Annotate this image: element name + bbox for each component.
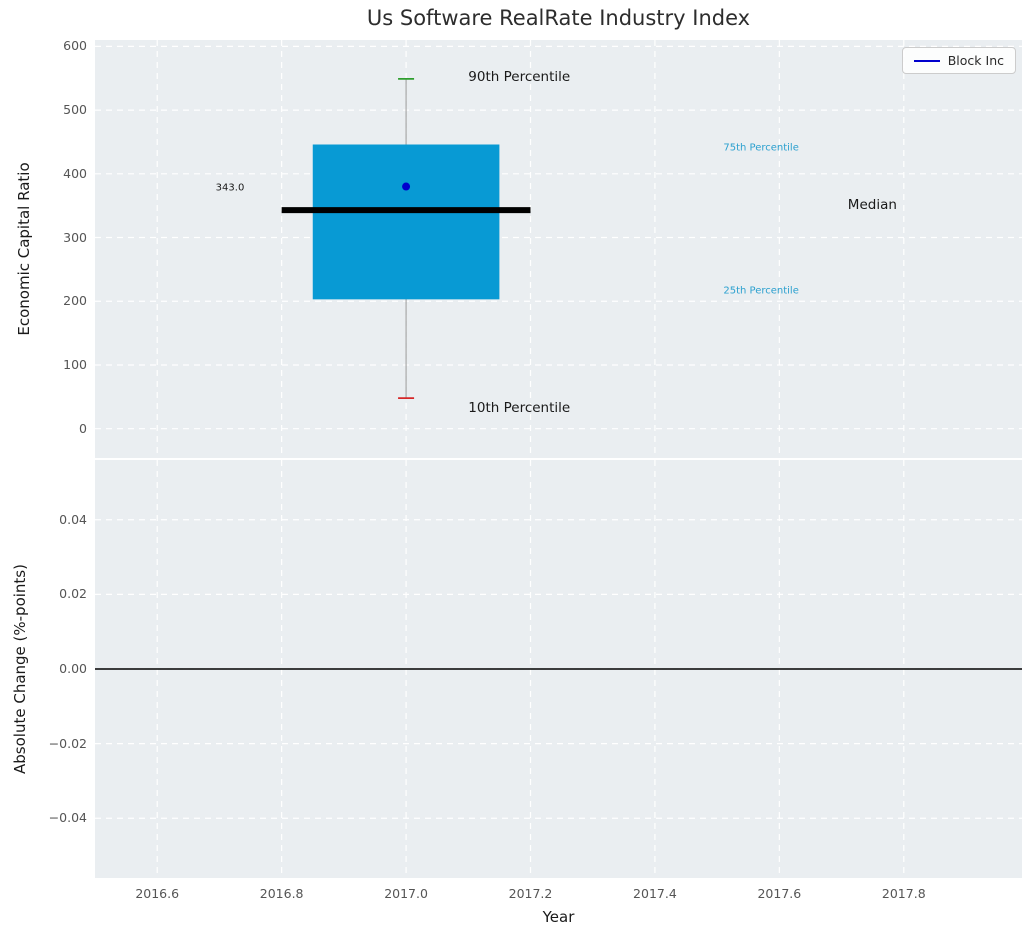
annotation-25th-percentile: 25th Percentile bbox=[723, 285, 799, 297]
x-tick-label: 2016.6 bbox=[135, 886, 180, 901]
y-tick-label: 0 bbox=[79, 420, 87, 436]
y-axis-label-top: Economic Capital Ratio bbox=[15, 162, 33, 336]
iqr-box bbox=[312, 144, 500, 300]
y-tick-label: 600 bbox=[63, 38, 87, 54]
annotation-10th-percentile: 10th Percentile bbox=[468, 399, 571, 416]
annotation-median: Median bbox=[847, 197, 897, 214]
top-axes: Block Inc 90th Percentile 10th Percentile… bbox=[95, 40, 1022, 458]
y-tick-label: −0.02 bbox=[48, 735, 87, 751]
x-tick-label: 2017.8 bbox=[881, 886, 926, 901]
y-axis-label-bottom: Absolute Change (%-points) bbox=[11, 564, 29, 774]
y-tick-label: 0.04 bbox=[59, 511, 87, 527]
annotation-75th-percentile: 75th Percentile bbox=[723, 142, 799, 154]
bottom-plot-svg bbox=[95, 460, 1022, 878]
y-tick-label: 500 bbox=[63, 102, 87, 118]
y-tick-label: 400 bbox=[63, 165, 87, 181]
company-point bbox=[402, 182, 411, 191]
legend-label: Block Inc bbox=[947, 53, 1004, 68]
chart-title: Us Software RealRate Industry Index bbox=[366, 6, 751, 30]
x-tick-label: 2016.8 bbox=[259, 886, 304, 901]
x-tick-label: 2017.4 bbox=[633, 886, 677, 901]
x-tick-label: 2017.2 bbox=[508, 886, 553, 901]
annotation-343-0: 343.0 bbox=[215, 182, 245, 194]
y-tick-label: 0.00 bbox=[59, 661, 87, 676]
annotation-90th-percentile: 90th Percentile bbox=[468, 68, 571, 85]
y-tick-label: 300 bbox=[63, 229, 87, 245]
x-tick-label: 2017.6 bbox=[757, 886, 802, 901]
x-axis-label: Year bbox=[542, 908, 575, 926]
y-tick-label: 0.02 bbox=[59, 586, 87, 602]
bottom-axes bbox=[95, 460, 1022, 878]
legend-line-sample bbox=[913, 59, 940, 62]
x-tick-label: 2017.0 bbox=[384, 886, 428, 901]
y-tick-label: 100 bbox=[63, 356, 87, 372]
legend: Block Inc bbox=[901, 47, 1016, 74]
y-tick-label: 200 bbox=[63, 293, 87, 309]
top-plot-svg bbox=[95, 40, 1022, 458]
y-tick-label: −0.04 bbox=[48, 810, 87, 826]
